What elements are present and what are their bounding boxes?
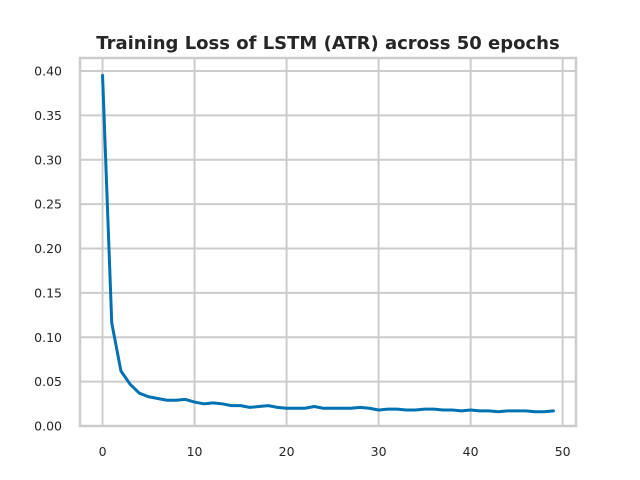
y-tick-label: 0.00 [34, 419, 62, 434]
y-tick-label: 0.30 [34, 152, 62, 167]
x-tick-label: 50 [555, 444, 571, 459]
x-axis-ticks: 0 10 20 30 40 50 [99, 444, 571, 459]
x-tick-label: 0 [99, 444, 107, 459]
y-tick-label: 0.20 [34, 241, 62, 256]
y-tick-label: 0.05 [34, 374, 62, 389]
y-axis-ticks: 0.00 0.05 0.10 0.15 0.20 0.25 0.30 0.35 0.40 [34, 64, 62, 434]
y-tick-label: 0.10 [34, 330, 62, 345]
x-tick-label: 10 [187, 444, 203, 459]
grid-lines [80, 58, 576, 426]
x-tick-label: 30 [371, 444, 387, 459]
y-tick-label: 0.35 [34, 108, 62, 123]
chart-title: Training Loss of LSTM (ATR) across 50 ep… [96, 33, 559, 54]
y-tick-label: 0.25 [34, 197, 62, 212]
y-tick-label: 0.15 [34, 285, 62, 300]
plot-frame [80, 58, 576, 426]
series-line-training-loss [103, 75, 554, 411]
x-tick-label: 20 [279, 444, 295, 459]
x-tick-label: 40 [463, 444, 479, 459]
series-layer [103, 75, 554, 411]
y-tick-label: 0.40 [34, 64, 62, 79]
